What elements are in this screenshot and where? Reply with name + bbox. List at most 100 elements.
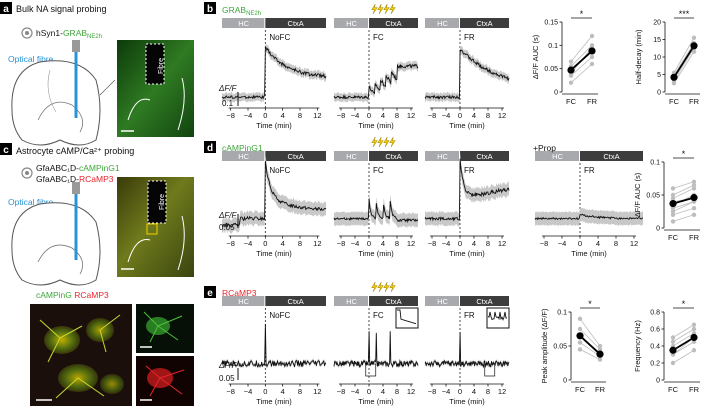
x-tick-label: 12 bbox=[498, 111, 506, 120]
subject-line bbox=[570, 56, 593, 76]
panel-b: b GRABNE2h HC CtxA NoFC −8 −4 0 4 8 12 Time (min)… bbox=[204, 2, 510, 130]
ctx-epoch-label: CtxA bbox=[385, 152, 401, 161]
x-tick-label: −4 bbox=[351, 239, 360, 248]
mean-point bbox=[690, 42, 698, 50]
x-tick-label: 12 bbox=[407, 239, 415, 248]
x-axis: −8 −4 0 4 8 12 Time (min) bbox=[337, 235, 415, 258]
ctx-epoch-bar bbox=[460, 18, 509, 28]
mean-point bbox=[690, 194, 698, 202]
ctx-epoch-bar bbox=[369, 18, 418, 28]
x-tick-label: 0 bbox=[367, 111, 371, 120]
x-tick-label: −4 bbox=[244, 111, 253, 120]
subject-point bbox=[589, 54, 595, 60]
subject-point bbox=[597, 343, 603, 349]
x-axis-label: Time (min) bbox=[449, 397, 485, 406]
subject-point bbox=[670, 360, 676, 366]
x-tick-label: −8 bbox=[428, 111, 437, 120]
session-tag: FR bbox=[464, 311, 475, 320]
x-tick-label: 0 bbox=[458, 239, 462, 248]
x-tick-label: 4 bbox=[281, 387, 285, 396]
session-tag: NoFC bbox=[269, 33, 290, 42]
zoom-inset bbox=[395, 307, 419, 329]
x-tick-label: −4 bbox=[442, 111, 451, 120]
mean-trace bbox=[534, 213, 643, 221]
x-axis-label: Time (min) bbox=[449, 121, 485, 130]
subject-point bbox=[670, 335, 676, 340]
y-tick-label: 10 bbox=[653, 55, 661, 62]
session-tag: FR bbox=[464, 33, 475, 42]
panel-c: c Astrocyte cAMP/Ca²⁺ probing GfaABC₁D-c… bbox=[0, 143, 194, 406]
hc-epoch-label: HC bbox=[346, 19, 357, 28]
ctx-epoch-bar bbox=[369, 296, 418, 306]
subject-point bbox=[568, 59, 574, 64]
subject-point bbox=[577, 326, 583, 332]
mean-trace bbox=[221, 161, 327, 228]
x-tick-label: −4 bbox=[351, 111, 360, 120]
significance-marker: *** bbox=[679, 9, 690, 19]
ctx-epoch-label: CtxA bbox=[476, 297, 492, 306]
x-axis: −8 −4 0 4 8 12 Time (min) bbox=[226, 235, 322, 258]
subject-point bbox=[577, 316, 583, 321]
fibre-tag: Fibre bbox=[159, 194, 166, 210]
subject-point bbox=[577, 340, 583, 345]
mean-point bbox=[576, 332, 584, 340]
x-tick-label: 0 bbox=[458, 111, 462, 120]
x-tick-label: −8 bbox=[226, 387, 235, 396]
x-tick-label: 8 bbox=[298, 239, 302, 248]
x-tick-label: −8 bbox=[337, 387, 346, 396]
ctx-epoch-bar bbox=[580, 151, 643, 161]
mean-line bbox=[672, 336, 695, 352]
subject-line bbox=[579, 349, 601, 360]
panel-letter-box bbox=[0, 2, 12, 14]
panel-c-title: Astrocyte cAMP/Ca²⁺ probing bbox=[16, 146, 134, 156]
shock-icon bbox=[371, 136, 396, 148]
subject-line bbox=[672, 324, 695, 338]
subject-point bbox=[671, 70, 677, 75]
subject-point bbox=[589, 33, 595, 39]
session-nofc: HC CtxA NoFC −8 −4 0 4 8 12 Time (min) bbox=[221, 18, 327, 130]
subject-point bbox=[691, 206, 697, 211]
y-axis-label: Peak amplitude (ΔF/F) bbox=[540, 308, 549, 384]
subject-point bbox=[691, 182, 697, 188]
x-tick-label: 0 bbox=[578, 239, 582, 248]
mean-point bbox=[670, 73, 678, 81]
x-tick-label: −8 bbox=[226, 111, 235, 120]
subject-line bbox=[570, 45, 593, 67]
subject-line bbox=[673, 48, 695, 82]
session-tag: NoFC bbox=[269, 166, 290, 175]
x-tick-label: 8 bbox=[395, 111, 399, 120]
virus-icon bbox=[21, 27, 33, 39]
y-axis: 0 0.2 0.4 0.6 0.8 bbox=[650, 310, 665, 385]
mean-point bbox=[567, 66, 575, 74]
y-tick-label: 0 bbox=[656, 378, 660, 385]
x-axis-label: Time (min) bbox=[256, 397, 292, 406]
hc-epoch-bar bbox=[425, 18, 459, 28]
subject-point bbox=[597, 357, 603, 362]
hc-epoch-label: HC bbox=[238, 19, 249, 28]
prop-label: +Prop bbox=[533, 143, 556, 153]
x-tick-label: 8 bbox=[298, 387, 302, 396]
x-axis-label: Time (min) bbox=[571, 249, 607, 258]
subject-point bbox=[670, 209, 676, 214]
hc-epoch-bar bbox=[222, 296, 265, 306]
summary-d-auc: 0 0.05 0.1 ΔF/F AUC (s) FC FR * bbox=[633, 149, 700, 242]
session-tag: FR bbox=[584, 166, 595, 175]
subject-line bbox=[673, 42, 695, 76]
x-tick-label: −4 bbox=[442, 387, 451, 396]
hc-epoch-bar bbox=[334, 18, 368, 28]
mean-line bbox=[579, 335, 601, 355]
ctx-epoch-label: CtxA bbox=[476, 19, 492, 28]
y-tick-label: 0.1 bbox=[557, 310, 567, 317]
x-tick-label: 12 bbox=[407, 387, 415, 396]
panel-d: d cAMPinG1 HC CtxA NoFC −8 −4 0 4 8 12 Time (min)… bbox=[204, 136, 643, 258]
ctx-epoch-label: CtxA bbox=[476, 152, 492, 161]
x-tick-label: 8 bbox=[486, 111, 490, 120]
subject-line bbox=[579, 328, 601, 350]
x-axis-label: Time (min) bbox=[256, 249, 292, 258]
mean-line bbox=[672, 196, 695, 205]
scale-value: 0.05 bbox=[219, 374, 235, 383]
significance-marker: * bbox=[588, 299, 592, 309]
sensor-label: cAMPinG1 bbox=[222, 143, 263, 153]
